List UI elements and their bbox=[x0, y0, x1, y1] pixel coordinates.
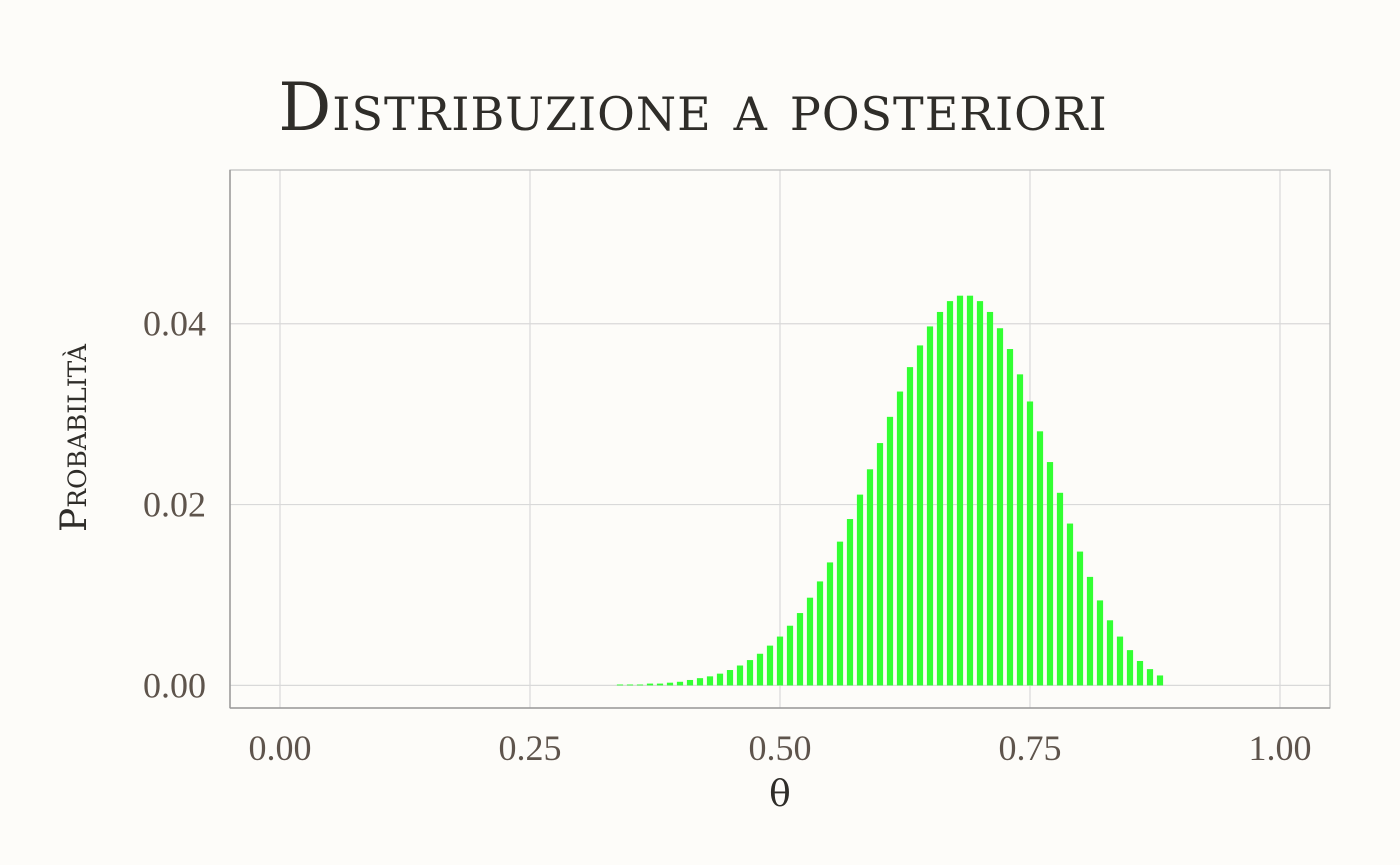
bar bbox=[1076, 551, 1084, 686]
bar bbox=[966, 295, 974, 686]
bar bbox=[916, 345, 924, 686]
bar bbox=[996, 328, 1004, 686]
bar bbox=[886, 416, 894, 686]
bar bbox=[1126, 650, 1134, 686]
bar bbox=[1106, 620, 1114, 686]
bar bbox=[626, 684, 634, 686]
bar bbox=[796, 613, 804, 686]
bar bbox=[666, 682, 674, 686]
x-tick-label: 0.00 bbox=[249, 728, 312, 768]
bar bbox=[716, 673, 724, 686]
bar bbox=[1096, 600, 1104, 686]
bar bbox=[636, 684, 644, 686]
bar bbox=[706, 676, 714, 686]
bar bbox=[1016, 374, 1024, 686]
bar bbox=[1156, 675, 1164, 686]
bar bbox=[746, 660, 754, 686]
x-axis-label: θ bbox=[769, 774, 791, 815]
bar bbox=[656, 683, 664, 686]
bar bbox=[906, 367, 914, 686]
tick-labels: 0.00 0.25 0.50 0.75 1.00 0.00 0.02 0.04 bbox=[143, 304, 1312, 768]
bar bbox=[1066, 523, 1074, 686]
y-axis-label: Probabilità bbox=[54, 343, 95, 532]
bar bbox=[1086, 576, 1094, 686]
bar bbox=[736, 665, 744, 686]
bar bbox=[1136, 660, 1144, 686]
bar bbox=[786, 625, 794, 686]
bar bbox=[826, 562, 834, 686]
bar bbox=[876, 443, 884, 686]
y-tick-label: 0.02 bbox=[143, 485, 206, 525]
bar bbox=[696, 678, 704, 686]
bar bbox=[896, 391, 904, 686]
bar bbox=[756, 653, 764, 686]
bar bbox=[1026, 401, 1034, 686]
bar bbox=[726, 670, 734, 686]
bars bbox=[616, 295, 1164, 686]
bar bbox=[646, 683, 654, 686]
bar bbox=[1146, 669, 1154, 686]
bar bbox=[766, 645, 774, 686]
bar bbox=[986, 311, 994, 686]
bar bbox=[1006, 349, 1014, 686]
y-tick-label: 0.00 bbox=[143, 665, 206, 705]
bar bbox=[856, 494, 864, 686]
y-tick-label: 0.04 bbox=[143, 304, 206, 344]
bar bbox=[926, 326, 934, 686]
x-tick-label: 0.50 bbox=[749, 728, 812, 768]
axes bbox=[229, 170, 1330, 709]
bar bbox=[1046, 462, 1054, 686]
x-tick-label: 0.75 bbox=[999, 728, 1062, 768]
bar bbox=[686, 679, 694, 686]
bar bbox=[946, 301, 954, 686]
bar bbox=[956, 295, 964, 686]
bar bbox=[676, 681, 684, 686]
chart-title: Distribuzione a posteriori bbox=[278, 69, 1107, 146]
bar bbox=[1036, 431, 1044, 686]
bar bbox=[616, 684, 624, 686]
bar bbox=[976, 301, 984, 686]
bar bbox=[936, 311, 944, 686]
bar bbox=[836, 541, 844, 686]
bar bbox=[816, 581, 824, 686]
bar bbox=[866, 469, 874, 686]
bar bbox=[1116, 636, 1124, 686]
bar bbox=[806, 597, 814, 686]
bar bbox=[776, 636, 784, 686]
x-tick-label: 0.25 bbox=[499, 728, 562, 768]
bar bbox=[1056, 492, 1064, 686]
bar bbox=[846, 519, 854, 686]
x-tick-label: 1.00 bbox=[1249, 728, 1312, 768]
